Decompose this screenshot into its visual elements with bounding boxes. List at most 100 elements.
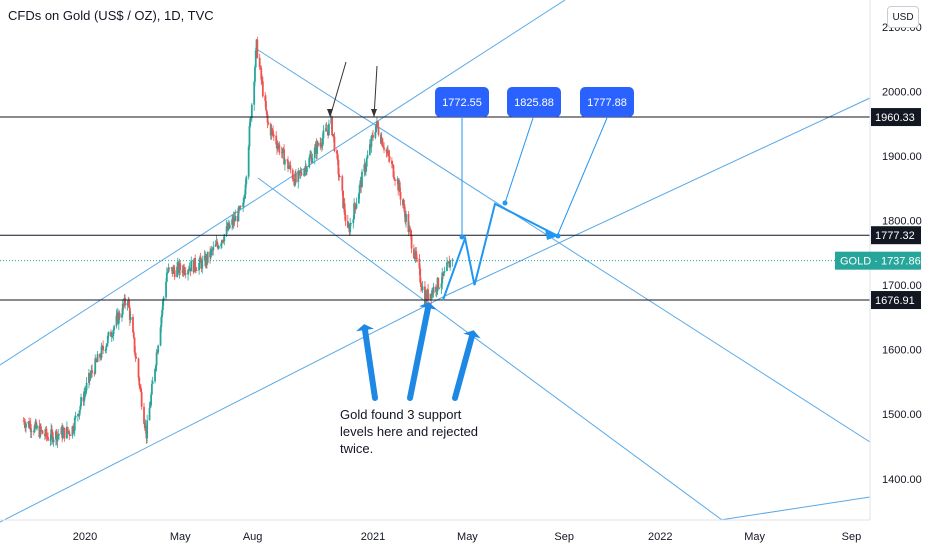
candle-body <box>254 50 257 68</box>
candle-body <box>243 198 245 203</box>
candle <box>66 426 69 434</box>
candle-body <box>121 303 124 315</box>
candle <box>52 436 55 447</box>
candle-body <box>140 391 143 407</box>
candle-body <box>382 146 385 148</box>
candle-body <box>308 157 311 168</box>
candle-body <box>46 435 49 438</box>
candle-body <box>278 144 281 153</box>
candle <box>317 140 319 148</box>
candle-body <box>441 272 444 284</box>
candle <box>117 309 120 330</box>
candle-body <box>365 158 368 167</box>
y-tick-label: 1600.00 <box>882 345 922 357</box>
candle <box>41 429 44 435</box>
candle-body <box>210 249 212 258</box>
candle <box>72 423 75 435</box>
candle-body <box>245 176 248 185</box>
target-box-1 <box>435 87 489 117</box>
candle-body <box>51 432 54 443</box>
candle <box>435 284 437 297</box>
annotation-note-line-2: levels here and rejected <box>340 424 478 439</box>
candle <box>333 132 336 153</box>
candle <box>157 344 160 355</box>
candle <box>179 260 182 276</box>
candle-body <box>317 142 319 147</box>
candle-body <box>249 118 252 126</box>
candle-body <box>223 234 226 242</box>
candle-body <box>201 259 204 269</box>
trend-line-6 <box>719 496 871 521</box>
last-price-tag <box>835 251 921 270</box>
candle-body <box>102 346 104 351</box>
candle <box>128 305 131 327</box>
candle-body <box>393 177 396 180</box>
candle <box>247 144 250 180</box>
candle-body <box>220 243 223 247</box>
candle <box>413 244 415 259</box>
candle-body <box>303 169 306 175</box>
candle-body <box>350 223 352 225</box>
candle-body <box>195 270 198 271</box>
candle <box>248 122 251 150</box>
candle-body <box>58 434 60 436</box>
x-tick-label: May <box>744 531 765 543</box>
candle <box>377 121 380 137</box>
support-arrowhead-1 <box>356 324 374 332</box>
candle <box>63 427 66 442</box>
candle-body <box>228 224 231 229</box>
candle-body <box>68 431 71 435</box>
candle-body <box>331 117 333 136</box>
candle-body <box>250 118 252 119</box>
horizontal-level-tag-3 <box>871 291 921 310</box>
candle-body <box>435 286 437 292</box>
candle-body <box>107 331 110 336</box>
candle-body <box>117 312 120 324</box>
candle-body <box>244 184 247 195</box>
candle-body <box>74 415 77 418</box>
candle-body <box>415 251 418 258</box>
candle-body <box>383 147 385 150</box>
candle-body <box>250 104 253 119</box>
candle <box>261 76 264 99</box>
candle-body <box>73 430 75 432</box>
chart-title: CFDs on Gold (US$ / OZ), 1D, TVC <box>8 8 214 23</box>
currency-button[interactable]: USD <box>887 6 919 28</box>
candle <box>306 166 308 176</box>
pointer-arrowhead-2 <box>371 109 377 117</box>
candle-body <box>51 429 53 433</box>
x-tick-label: 2020 <box>73 531 97 543</box>
candle-body <box>365 166 367 172</box>
candle <box>239 205 242 208</box>
candle <box>366 150 369 160</box>
candle <box>85 376 88 394</box>
candle <box>353 198 356 220</box>
candle <box>212 241 215 256</box>
candle-body <box>243 194 246 199</box>
candle-body <box>159 327 162 346</box>
pointer-arrow-1 <box>329 61 347 118</box>
candle-body <box>281 148 284 154</box>
candle <box>137 357 140 381</box>
candle-body <box>352 219 355 224</box>
candle-body <box>409 230 412 235</box>
target-box-3 <box>580 87 634 117</box>
projection-layer <box>327 61 608 401</box>
candle <box>58 433 60 440</box>
candle <box>160 314 163 333</box>
candle <box>106 343 108 347</box>
candle <box>96 350 99 363</box>
candle <box>358 183 361 199</box>
candle-body <box>387 151 390 157</box>
candle <box>431 287 433 300</box>
candle <box>139 384 142 393</box>
candle <box>45 425 48 442</box>
candle <box>254 64 256 87</box>
annotation-layer: Gold found 3 support levels here and rej… <box>340 407 478 456</box>
candle <box>74 411 77 420</box>
candle <box>124 294 127 309</box>
candle-body <box>198 263 200 271</box>
candle <box>393 171 396 181</box>
x-tick-label: Sep <box>842 531 862 543</box>
